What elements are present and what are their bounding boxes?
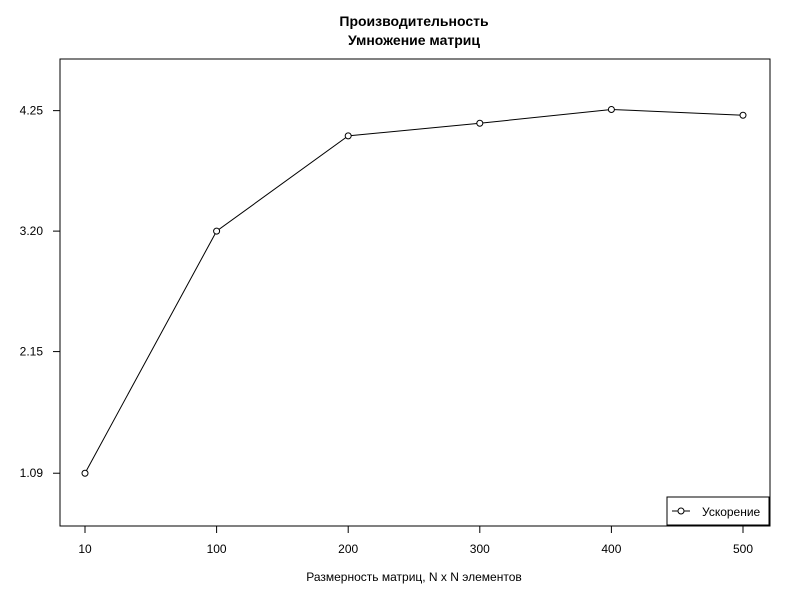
plot-area-frame <box>59 58 771 527</box>
data-point <box>607 105 615 113</box>
data-point <box>739 111 747 119</box>
series-group <box>81 105 747 477</box>
chart-title: Производительность <box>339 13 489 29</box>
data-point <box>213 227 221 235</box>
data-point <box>476 119 484 127</box>
legend-marker-sample <box>677 507 685 515</box>
y-tick-label: 2.15 <box>20 345 44 359</box>
y-tick-label: 1.09 <box>20 466 44 480</box>
data-point <box>81 469 89 477</box>
x-tick-label: 200 <box>338 542 358 556</box>
x-axis: 10 100 200 300 400 500 <box>78 526 753 556</box>
x-tick-label: 100 <box>207 542 227 556</box>
y-tick-label: 4.25 <box>20 104 44 118</box>
x-axis-title: Размерность матриц, N x N элементов <box>306 570 522 584</box>
y-axis: 1.09 2.15 3.20 4.25 <box>20 104 60 480</box>
chart-subtitle: Умножение матриц <box>348 32 480 48</box>
y-tick-label: 3.20 <box>20 224 44 238</box>
x-tick-label: 300 <box>470 542 490 556</box>
x-tick-label: 10 <box>78 542 92 556</box>
data-point <box>344 132 352 140</box>
x-tick-label: 400 <box>601 542 621 556</box>
legend-label: Ускорение <box>702 505 761 519</box>
legend: Ускорение <box>666 496 770 526</box>
x-tick-label: 500 <box>733 542 753 556</box>
series-line <box>84 108 744 474</box>
